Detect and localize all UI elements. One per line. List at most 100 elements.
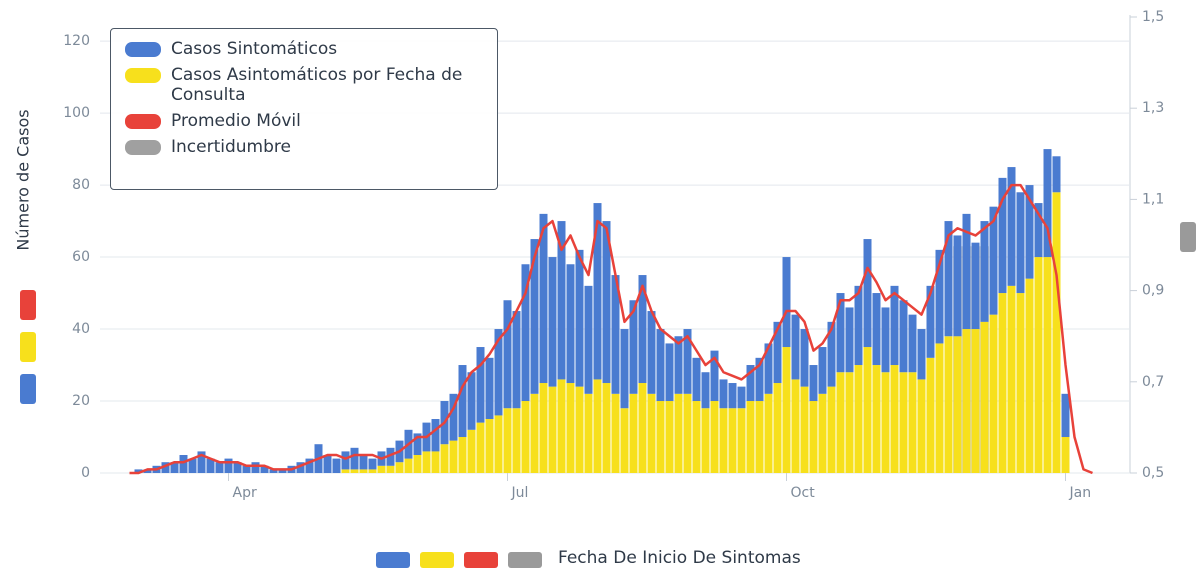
bar — [377, 465, 386, 473]
bar — [494, 329, 503, 416]
bar — [566, 264, 575, 384]
bar — [143, 469, 152, 473]
bar — [350, 469, 359, 473]
bar — [971, 242, 980, 330]
bar — [458, 365, 467, 438]
bar — [188, 458, 197, 473]
bar — [989, 206, 998, 315]
bar — [881, 307, 890, 373]
legend-label: Casos Asintomáticos por Fecha de Consult… — [171, 65, 463, 105]
bar — [809, 365, 818, 402]
bar — [575, 386, 584, 473]
bar — [305, 458, 314, 473]
legend-item[interactable]: Casos Asintomáticos por Fecha de Consult… — [125, 65, 483, 105]
bar — [1043, 257, 1052, 473]
bar — [584, 285, 593, 394]
bar — [512, 311, 521, 409]
bar — [674, 393, 683, 473]
bar — [953, 235, 962, 337]
bar — [575, 249, 584, 387]
side-swatch — [20, 290, 36, 320]
bar — [836, 293, 845, 373]
bar — [782, 347, 791, 473]
bar — [548, 257, 557, 387]
bar — [683, 329, 692, 394]
bar — [674, 336, 683, 394]
bar — [854, 285, 863, 366]
bar — [611, 393, 620, 473]
x-tick-label: Apr — [233, 485, 257, 501]
y-tick-label: 0 — [81, 465, 90, 481]
bar — [440, 444, 449, 473]
bar — [539, 383, 548, 473]
bar — [359, 469, 368, 473]
legend-item[interactable]: Promedio Móvil — [125, 111, 483, 131]
bar — [224, 458, 233, 473]
bar — [872, 365, 881, 473]
bar — [521, 264, 530, 402]
bar — [809, 401, 818, 473]
bar — [683, 393, 692, 473]
bar — [1016, 293, 1025, 473]
bar — [395, 462, 404, 473]
legend-item[interactable]: Casos Sintomáticos — [125, 39, 483, 59]
legend-swatch — [125, 42, 161, 57]
bar — [557, 221, 566, 380]
bar — [863, 347, 872, 473]
bar — [818, 393, 827, 473]
bar — [197, 451, 206, 473]
bar — [962, 329, 971, 473]
bar — [638, 383, 647, 473]
bar — [449, 440, 458, 473]
y2-tick-label: 0,5 — [1142, 465, 1164, 481]
bar — [890, 285, 899, 366]
bar — [323, 455, 332, 473]
legend-item[interactable]: Incertidumbre — [125, 137, 483, 157]
x-tick-label: Oct — [791, 485, 816, 501]
bar — [467, 372, 476, 430]
bar — [1034, 203, 1043, 258]
bar — [827, 321, 836, 387]
bar — [134, 469, 143, 473]
y2-tick-label: 1,1 — [1142, 191, 1164, 207]
legend-label: Casos Sintomáticos — [171, 39, 338, 59]
bar — [170, 462, 179, 473]
legend: Casos Sintomáticos Casos Asintomáticos po… — [110, 28, 498, 190]
bar — [701, 372, 710, 409]
bar — [1016, 192, 1025, 294]
bar — [296, 462, 305, 473]
y-tick-label: 60 — [72, 249, 90, 265]
bar — [710, 350, 719, 402]
bar — [818, 347, 827, 394]
side-tab — [1180, 222, 1196, 252]
bar — [512, 408, 521, 473]
y2-tick-label: 0,9 — [1142, 283, 1164, 299]
bar — [593, 379, 602, 473]
bar — [332, 458, 341, 473]
bar — [242, 465, 251, 473]
bar — [692, 357, 701, 402]
bar — [665, 343, 674, 402]
bar — [1025, 278, 1034, 473]
x-axis-title: Fecha De Inicio De Sintomas — [558, 548, 801, 568]
bar — [449, 393, 458, 441]
y-tick-label: 100 — [63, 105, 90, 121]
bar — [1052, 192, 1061, 474]
bar — [431, 451, 440, 473]
bar — [539, 213, 548, 384]
bar — [341, 451, 350, 470]
bar — [980, 321, 989, 473]
y-tick-label: 80 — [72, 177, 90, 193]
moving-average — [129, 183, 1093, 475]
bar — [845, 372, 854, 473]
bar — [953, 336, 962, 473]
bar — [854, 365, 863, 473]
bar — [530, 393, 539, 473]
bar — [944, 336, 953, 473]
bar — [458, 437, 467, 473]
legend-swatch — [125, 68, 161, 83]
legend-swatch — [125, 140, 161, 155]
bar — [629, 393, 638, 473]
bar — [251, 462, 260, 473]
bar — [557, 379, 566, 473]
